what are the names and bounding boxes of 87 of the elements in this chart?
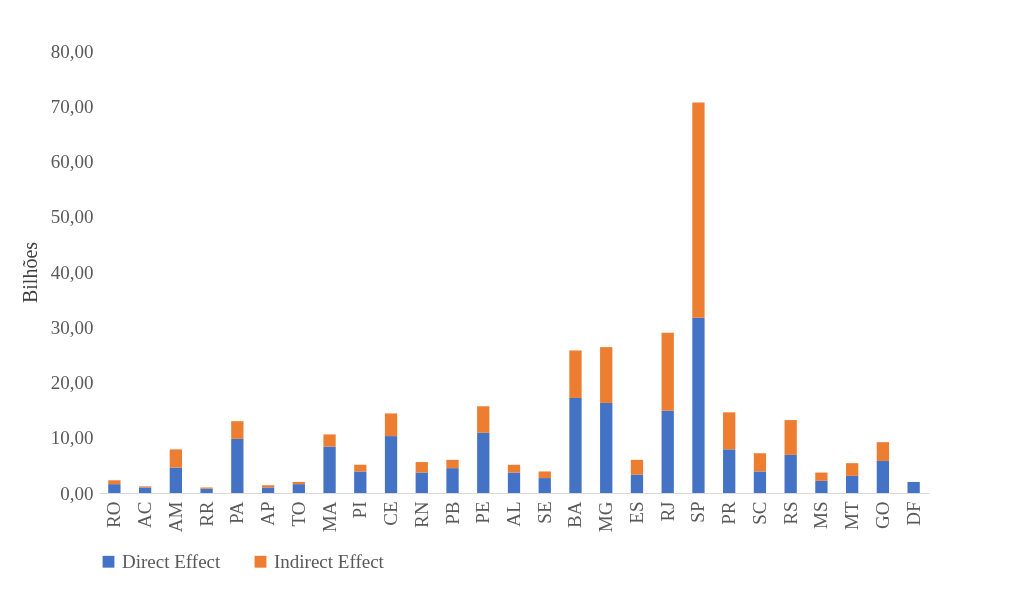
bar	[415, 462, 428, 473]
bar	[446, 468, 459, 493]
bar	[661, 332, 674, 411]
legend-label: Direct Effect	[122, 550, 222, 572]
y-tick-label: 50,00	[50, 206, 94, 228]
x-tick-label: MG	[595, 501, 617, 533]
x-tick-label: CE	[380, 501, 402, 526]
x-tick-label: MT	[841, 501, 863, 530]
bar	[569, 397, 582, 493]
bar	[692, 102, 705, 318]
x-tick-label: PI	[349, 501, 371, 519]
bar	[630, 459, 644, 475]
bar	[630, 474, 644, 493]
y-tick-label: 30,00	[50, 316, 94, 338]
bar	[876, 460, 890, 493]
y-tick-label: 60,00	[50, 151, 94, 172]
bar	[753, 453, 767, 472]
bar	[415, 472, 428, 493]
x-tick-label: SP	[687, 501, 709, 523]
legend-label: Indirect Effect	[274, 550, 385, 572]
y-axis-title: Bilhões	[18, 241, 41, 304]
x-tick-label: SC	[748, 501, 770, 525]
bar	[507, 464, 521, 473]
x-tick-label: PA	[226, 501, 248, 525]
bar	[477, 406, 490, 433]
bar	[446, 459, 459, 469]
x-tick-label: GO	[871, 501, 893, 529]
y-tick-label: 0,00	[60, 482, 94, 504]
y-tick-label: 80,00	[50, 40, 94, 62]
bar	[477, 432, 490, 493]
bar	[815, 472, 828, 481]
x-tick-label: MS	[810, 501, 832, 529]
bar	[323, 446, 336, 493]
bar	[108, 480, 121, 485]
x-tick-label: BA	[564, 501, 586, 528]
bar	[692, 317, 705, 493]
bar	[538, 478, 551, 493]
bar	[600, 347, 613, 403]
bar	[354, 471, 367, 493]
y-tick-label: 70,00	[50, 95, 94, 117]
x-tick-label: PB	[441, 501, 463, 525]
bar	[538, 471, 551, 479]
bar	[723, 412, 736, 450]
x-tick-label: AL	[503, 501, 524, 527]
bar	[907, 481, 920, 493]
bar	[231, 421, 244, 439]
bar	[261, 487, 275, 493]
bar	[169, 449, 182, 468]
bar	[384, 436, 398, 493]
x-tick-label: RJ	[656, 501, 678, 522]
x-tick-label: AP	[257, 501, 279, 526]
bar	[815, 480, 828, 493]
bar	[661, 410, 674, 493]
x-tick-label: SE	[533, 501, 555, 524]
bar	[292, 484, 305, 493]
x-tick-label: AM	[164, 501, 186, 533]
x-tick-label: PR	[718, 501, 740, 525]
bar	[323, 434, 336, 447]
bar	[569, 350, 582, 398]
bar	[169, 467, 182, 493]
bar	[108, 484, 121, 493]
bar	[200, 488, 213, 493]
x-tick-label: TO	[287, 501, 309, 527]
x-tick-label: RN	[410, 501, 432, 528]
bar	[846, 463, 859, 476]
x-tick-label: ES	[625, 501, 647, 524]
x-tick-label: MA	[318, 501, 340, 533]
x-tick-label: RS	[779, 501, 801, 525]
bar	[876, 442, 890, 461]
y-tick-label: 20,00	[50, 372, 94, 393]
bar	[231, 438, 244, 493]
bar	[784, 454, 797, 493]
bar	[507, 472, 521, 493]
x-tick-label: DF	[902, 501, 924, 526]
y-tick-label: 10,00	[50, 427, 94, 449]
bar	[723, 449, 736, 493]
bar	[784, 420, 797, 455]
bar	[138, 487, 152, 493]
x-tick-label: RR	[195, 501, 217, 527]
x-tick-label: AC	[134, 501, 156, 528]
bar	[384, 413, 398, 437]
y-tick-label: 40,00	[50, 261, 94, 283]
bar	[846, 475, 859, 493]
bar	[600, 402, 613, 493]
x-tick-label: PE	[472, 501, 494, 524]
bar	[753, 471, 767, 493]
x-tick-label: RO	[103, 501, 125, 528]
